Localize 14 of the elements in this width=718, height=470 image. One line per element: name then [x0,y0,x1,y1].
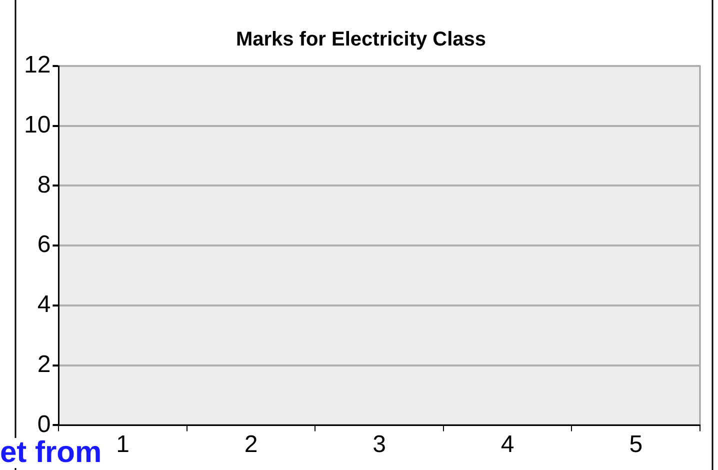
y-tick-label: 10 [24,111,51,138]
y-tick-label: 8 [37,171,51,198]
y-tick-label: 2 [37,350,51,378]
y-tick-label: 4 [37,291,51,318]
text: et from [0,436,102,469]
chart-title: Marks for Electricity Class [236,28,486,51]
x-tick-label: 4 [500,431,514,458]
y-tick-label: 0 [37,410,51,438]
x-tick-label: 2 [244,431,258,458]
y-tick-label: 12 [24,52,51,79]
x-tick-label: 1 [116,431,130,458]
y-tick-label: 6 [37,231,51,258]
x-tick-label: 3 [372,431,386,458]
x-tick-label: 5 [629,431,643,458]
